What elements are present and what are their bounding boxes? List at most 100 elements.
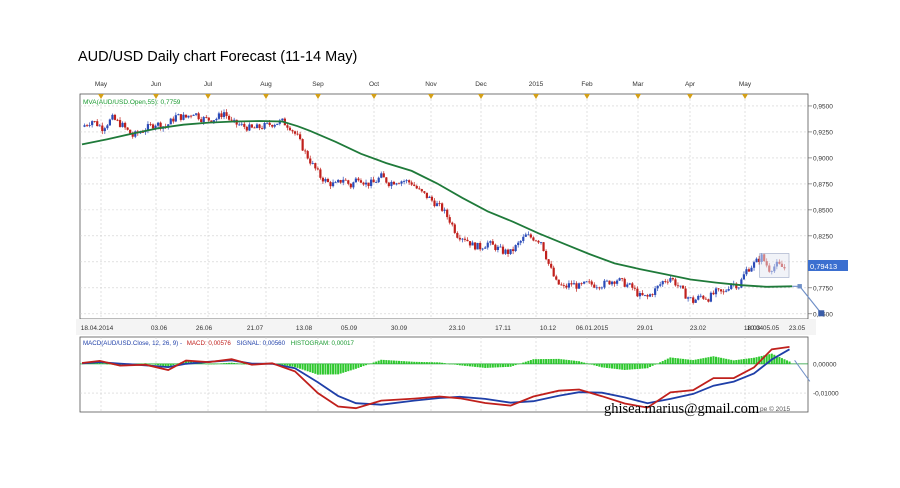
candle-body: [392, 181, 396, 185]
histogram-bar: [321, 363, 324, 375]
candle-body: [192, 114, 195, 116]
candle-body: [509, 249, 512, 254]
candle-body: [200, 119, 203, 122]
histogram-bar: [319, 363, 322, 375]
candle-body: [316, 168, 319, 170]
histogram-bar: [623, 363, 626, 370]
candle-body: [479, 242, 482, 250]
candle-body: [463, 238, 467, 240]
month-marker-icon: [635, 94, 641, 99]
month-marker-icon: [533, 94, 539, 99]
histogram-bar: [611, 363, 614, 369]
histogram-bar: [682, 358, 685, 364]
candle-body: [423, 191, 426, 193]
date-label: 10.04: [747, 325, 764, 332]
candle-body: [233, 119, 236, 121]
candle-body: [253, 127, 256, 129]
candle-body: [745, 269, 748, 275]
month-label: Apr: [685, 81, 696, 88]
candle-body: [324, 179, 327, 182]
date-label: 29.01: [637, 325, 654, 332]
candle-body: [101, 125, 104, 132]
histogram-bar: [365, 363, 368, 366]
histogram-bar: [326, 363, 329, 375]
histogram-bar: [154, 363, 157, 365]
histogram-bar: [595, 363, 598, 366]
candle-body: [108, 119, 111, 126]
candle-body: [542, 242, 545, 252]
candle-body: [255, 124, 259, 129]
candle-body: [722, 291, 725, 293]
histogram-bar: [775, 355, 778, 364]
candle-body: [266, 122, 269, 124]
histogram-bar: [481, 363, 484, 368]
candle-body: [532, 237, 535, 241]
candle-body: [85, 125, 89, 127]
candle-body: [441, 203, 444, 211]
candle-body: [111, 114, 114, 120]
histogram-bar: [542, 359, 545, 364]
candle-body: [88, 125, 91, 126]
candle-body: [230, 119, 233, 121]
candle-body: [588, 281, 591, 283]
candle-body: [433, 200, 436, 207]
histogram-bar: [324, 363, 327, 375]
candle-body: [118, 120, 122, 127]
histogram-bar: [735, 360, 738, 364]
candle-body: [435, 203, 439, 207]
candle-body: [702, 295, 705, 299]
candle-body: [215, 118, 218, 121]
histogram-bar: [456, 363, 459, 365]
signal-legend-value: SIGNAL: 0,00560: [237, 340, 286, 347]
histogram-bar: [727, 359, 730, 364]
candle-body: [329, 182, 332, 187]
histogram-bar: [722, 358, 725, 364]
histogram-bar: [786, 360, 789, 364]
histogram-bar: [578, 361, 581, 364]
candle-body: [91, 121, 94, 126]
candle-body: [595, 287, 598, 289]
histogram-bar: [342, 363, 345, 373]
histogram-bar: [281, 363, 284, 365]
signal-projection: [794, 360, 811, 382]
histogram-bar: [283, 363, 286, 366]
histogram-bar: [96, 362, 99, 364]
histogram-bar: [580, 361, 583, 364]
histogram-bar: [572, 360, 575, 364]
candle-body: [314, 163, 317, 169]
candle-body: [514, 245, 517, 252]
price-candles: [83, 109, 786, 305]
price-tick-label: 0,9250: [813, 129, 833, 136]
histogram-bar: [704, 357, 707, 364]
histogram-bar: [489, 363, 492, 368]
ma-legend: MVA(AUD/USD.Open,55): 0,7759: [83, 99, 181, 106]
histogram-bar: [400, 361, 403, 364]
histogram-bar: [684, 359, 687, 364]
histogram-bar: [499, 363, 502, 368]
candle-body: [605, 280, 609, 282]
candle-body: [628, 283, 631, 285]
candle-body: [227, 115, 231, 120]
histogram-bar: [167, 363, 170, 367]
candle-body: [755, 258, 758, 263]
histogram-bar: [238, 363, 241, 365]
histogram-bar: [314, 363, 317, 374]
month-marker-icon: [153, 94, 159, 99]
candle-body: [405, 180, 408, 182]
histogram-bar: [288, 363, 291, 367]
candle-body: [184, 114, 188, 118]
histogram-bar: [745, 358, 748, 364]
candle-body: [397, 183, 401, 185]
histogram-bar: [780, 358, 783, 364]
month-label: Jun: [151, 81, 162, 88]
candle-body: [400, 181, 403, 184]
candle-body: [687, 297, 690, 299]
candle-body: [610, 281, 614, 285]
candle-body: [438, 203, 441, 205]
candle-body: [202, 117, 205, 122]
candle-body: [124, 122, 127, 128]
histogram-bar: [146, 363, 149, 365]
histogram-bar: [636, 363, 639, 370]
candle-body: [674, 279, 677, 286]
month-label: Mar: [632, 81, 644, 88]
